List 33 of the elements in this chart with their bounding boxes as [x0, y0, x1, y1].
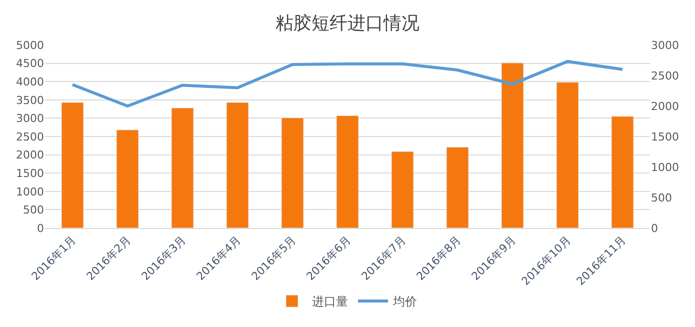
- bar: [501, 62, 524, 228]
- bar: [61, 102, 84, 228]
- y2-tick-label: 2500: [651, 69, 679, 82]
- bar: [171, 108, 194, 228]
- legend-label: 进口量: [312, 294, 348, 309]
- y-tick-label: 3500: [16, 94, 44, 107]
- bar: [611, 116, 634, 228]
- y2-tick-label: 1500: [651, 130, 679, 144]
- bar: [391, 151, 414, 228]
- y-tick-label: 0: [37, 222, 44, 235]
- y-tick-label: 4000: [16, 75, 44, 88]
- y-tick-label: 5000: [16, 38, 44, 52]
- y-tick-label: 2500: [16, 130, 44, 144]
- y2-tick-label: 2000: [651, 100, 679, 113]
- y-tick-label: 1500: [16, 166, 44, 180]
- bar: [336, 115, 359, 228]
- line-series: [71, 60, 624, 108]
- bar: [116, 130, 139, 228]
- y-tick-label: 500: [23, 204, 44, 217]
- chart-title: 粘胶短纤进口情况: [276, 12, 420, 34]
- y2-tick-label: 3000: [651, 38, 679, 52]
- bar: [281, 118, 304, 228]
- y2-tick-label: 500: [651, 191, 672, 204]
- y2-tick-label: 0: [651, 222, 658, 235]
- bar: [556, 82, 579, 228]
- y2-tick-label: 1000: [651, 160, 679, 174]
- bar: [446, 146, 469, 228]
- y-tick-label: 1000: [16, 185, 44, 198]
- y-tick-label: 2000: [16, 148, 44, 162]
- legend-label: 均价: [392, 294, 417, 309]
- y-tick-label: 3000: [16, 112, 44, 126]
- bar: [226, 102, 249, 228]
- y-tick-label: 4500: [16, 57, 44, 70]
